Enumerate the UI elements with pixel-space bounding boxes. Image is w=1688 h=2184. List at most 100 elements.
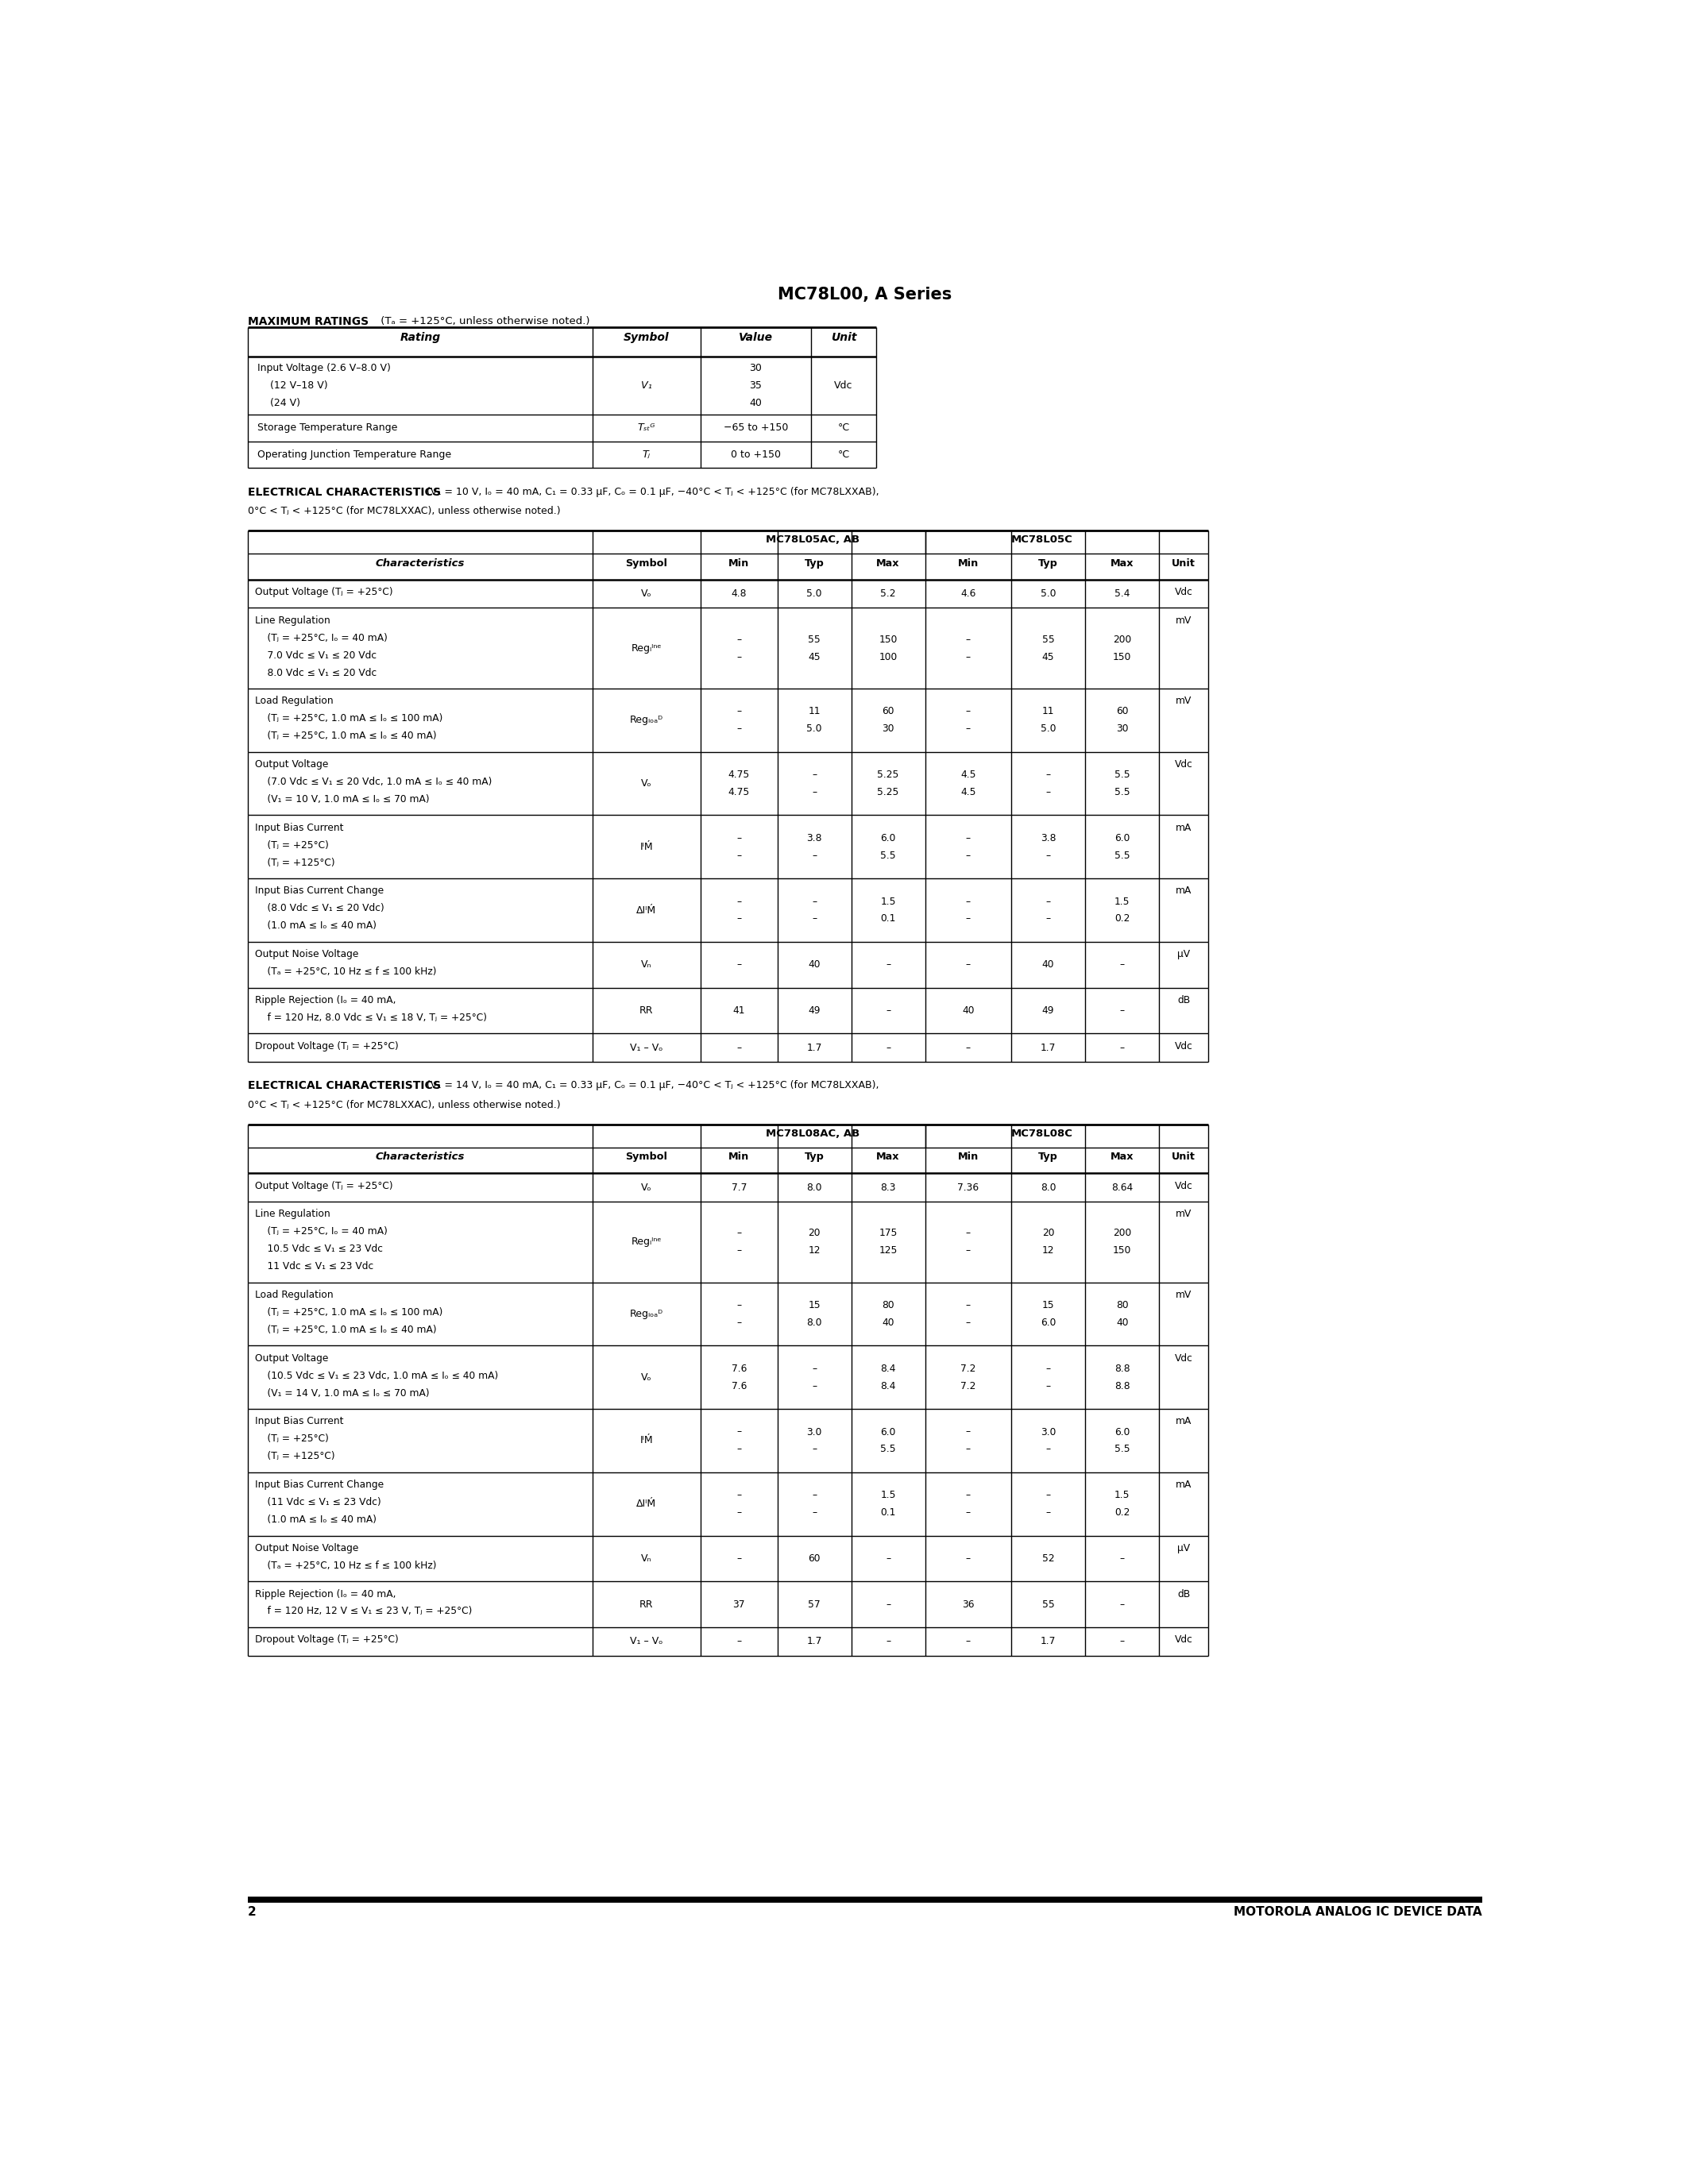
Text: Load Regulation: Load Regulation bbox=[255, 1291, 334, 1299]
Text: –: – bbox=[736, 850, 741, 860]
Text: °C: °C bbox=[837, 450, 849, 461]
Text: 7.6: 7.6 bbox=[731, 1380, 746, 1391]
Text: 40: 40 bbox=[1116, 1317, 1128, 1328]
Text: Characteristics: Characteristics bbox=[376, 559, 464, 568]
Text: Load Regulation: Load Regulation bbox=[255, 697, 334, 705]
Text: 1.7: 1.7 bbox=[1040, 1636, 1057, 1647]
Text: 55: 55 bbox=[1041, 633, 1055, 644]
Text: –: – bbox=[886, 1042, 891, 1053]
Text: 2: 2 bbox=[248, 1907, 257, 1918]
Text: Symbol: Symbol bbox=[626, 1151, 668, 1162]
Text: Min: Min bbox=[957, 1151, 979, 1162]
Text: ΔIᴵḾ: ΔIᴵḾ bbox=[636, 1498, 657, 1509]
Text: 5.5: 5.5 bbox=[1114, 850, 1129, 860]
Text: Vₙ: Vₙ bbox=[641, 959, 652, 970]
Text: 0.2: 0.2 bbox=[1114, 1507, 1129, 1518]
Text: –: – bbox=[736, 1636, 741, 1647]
Text: (Tⱼ = +125°C): (Tⱼ = +125°C) bbox=[255, 858, 336, 867]
Text: Output Noise Voltage: Output Noise Voltage bbox=[255, 1542, 360, 1553]
Text: 200: 200 bbox=[1112, 1227, 1131, 1238]
Text: –: – bbox=[966, 1426, 971, 1437]
Text: Ripple Rejection (Iₒ = 40 mA,: Ripple Rejection (Iₒ = 40 mA, bbox=[255, 1588, 397, 1599]
Text: 60: 60 bbox=[809, 1553, 820, 1564]
Text: –: – bbox=[966, 1317, 971, 1328]
Text: Max: Max bbox=[876, 559, 900, 568]
Text: Output Voltage: Output Voltage bbox=[255, 1354, 329, 1363]
Text: (Tⱼ = +25°C): (Tⱼ = +25°C) bbox=[255, 1433, 329, 1444]
Text: Line Regulation: Line Regulation bbox=[255, 1210, 331, 1219]
Text: 60: 60 bbox=[883, 705, 895, 716]
Text: –: – bbox=[812, 895, 817, 906]
Text: 11 Vdc ≤ V₁ ≤ 23 Vdc: 11 Vdc ≤ V₁ ≤ 23 Vdc bbox=[255, 1262, 373, 1271]
Text: –: – bbox=[886, 1005, 891, 1016]
Text: –: – bbox=[736, 895, 741, 906]
Text: 4.8: 4.8 bbox=[731, 587, 746, 598]
Text: –: – bbox=[966, 1636, 971, 1647]
Text: 3.0: 3.0 bbox=[807, 1426, 822, 1437]
Text: 6.0: 6.0 bbox=[881, 832, 896, 843]
Text: Typ: Typ bbox=[805, 1151, 824, 1162]
Text: Storage Temperature Range: Storage Temperature Range bbox=[257, 424, 397, 432]
Text: 6.0: 6.0 bbox=[1114, 832, 1129, 843]
Text: 10.5 Vdc ≤ V₁ ≤ 23 Vdc: 10.5 Vdc ≤ V₁ ≤ 23 Vdc bbox=[255, 1245, 383, 1254]
Text: MAXIMUM RATINGS: MAXIMUM RATINGS bbox=[248, 317, 368, 328]
Text: 55: 55 bbox=[1041, 1599, 1055, 1610]
Text: –: – bbox=[1047, 769, 1050, 780]
Text: 8.0: 8.0 bbox=[807, 1317, 822, 1328]
Text: 5.0: 5.0 bbox=[807, 723, 822, 734]
Text: (Tⱼ = +25°C, 1.0 mA ≤ Iₒ ≤ 100 mA): (Tⱼ = +25°C, 1.0 mA ≤ Iₒ ≤ 100 mA) bbox=[255, 714, 442, 723]
Text: 4.75: 4.75 bbox=[728, 769, 749, 780]
Text: Output Noise Voltage: Output Noise Voltage bbox=[255, 950, 360, 959]
Text: Value: Value bbox=[739, 332, 773, 343]
Text: 80: 80 bbox=[881, 1299, 895, 1310]
Text: 3.0: 3.0 bbox=[1040, 1426, 1057, 1437]
Text: (Tₐ = +25°C, 10 Hz ≤ f ≤ 100 kHz): (Tₐ = +25°C, 10 Hz ≤ f ≤ 100 kHz) bbox=[255, 1559, 437, 1570]
Text: MC78L05C: MC78L05C bbox=[1011, 535, 1074, 546]
Text: MC78L00, A Series: MC78L00, A Series bbox=[778, 286, 952, 301]
Text: 0°C < Tⱼ < +125°C (for MC78LXXAC), unless otherwise noted.): 0°C < Tⱼ < +125°C (for MC78LXXAC), unles… bbox=[248, 507, 560, 515]
Text: (V₁ = 14 V, Iₒ = 40 mA, C₁ = 0.33 μF, Cₒ = 0.1 μF, −40°C < Tⱼ < +125°C (for MC78: (V₁ = 14 V, Iₒ = 40 mA, C₁ = 0.33 μF, Cₒ… bbox=[424, 1081, 879, 1090]
Text: 5.2: 5.2 bbox=[881, 587, 896, 598]
Text: 200: 200 bbox=[1112, 633, 1131, 644]
Text: 0.1: 0.1 bbox=[881, 913, 896, 924]
Text: Typ: Typ bbox=[1038, 1151, 1058, 1162]
Text: 11: 11 bbox=[809, 705, 820, 716]
Text: Input Voltage (2.6 V–8.0 V): Input Voltage (2.6 V–8.0 V) bbox=[257, 363, 390, 373]
Text: –: – bbox=[1119, 959, 1124, 970]
Text: MC78L08AC, AB: MC78L08AC, AB bbox=[766, 1129, 859, 1138]
Text: mA: mA bbox=[1175, 823, 1192, 832]
Text: Vₒ: Vₒ bbox=[641, 778, 652, 788]
Text: 52: 52 bbox=[1041, 1553, 1055, 1564]
Text: Output Voltage (Tⱼ = +25°C): Output Voltage (Tⱼ = +25°C) bbox=[255, 1182, 393, 1190]
Text: 45: 45 bbox=[809, 651, 820, 662]
Text: Vₒ: Vₒ bbox=[641, 1182, 652, 1192]
Text: 5.25: 5.25 bbox=[878, 769, 900, 780]
Text: 40: 40 bbox=[749, 397, 763, 408]
Text: V₁ – Vₒ: V₁ – Vₒ bbox=[630, 1042, 663, 1053]
Text: –: – bbox=[1119, 1042, 1124, 1053]
Text: 4.5: 4.5 bbox=[960, 769, 976, 780]
Text: μV: μV bbox=[1177, 1542, 1190, 1553]
Text: Symbol: Symbol bbox=[623, 332, 670, 343]
Text: 49: 49 bbox=[809, 1005, 820, 1016]
Text: –: – bbox=[966, 1507, 971, 1518]
Text: Min: Min bbox=[957, 559, 979, 568]
Text: Characteristics: Characteristics bbox=[376, 1151, 464, 1162]
Text: 15: 15 bbox=[1041, 1299, 1055, 1310]
Text: 7.0 Vdc ≤ V₁ ≤ 20 Vdc: 7.0 Vdc ≤ V₁ ≤ 20 Vdc bbox=[255, 651, 376, 660]
Text: –: – bbox=[886, 1553, 891, 1564]
Text: (V₁ = 10 V, Iₒ = 40 mA, C₁ = 0.33 μF, Cₒ = 0.1 μF, −40°C < Tⱼ < +125°C (for MC78: (V₁ = 10 V, Iₒ = 40 mA, C₁ = 0.33 μF, Cₒ… bbox=[424, 487, 879, 496]
Text: Vdc: Vdc bbox=[834, 380, 852, 391]
Text: 20: 20 bbox=[1041, 1227, 1055, 1238]
Text: 4.5: 4.5 bbox=[960, 786, 976, 797]
Text: 60: 60 bbox=[1116, 705, 1128, 716]
Text: Output Voltage: Output Voltage bbox=[255, 760, 329, 769]
Text: ELECTRICAL CHARACTERISTICS: ELECTRICAL CHARACTERISTICS bbox=[248, 487, 441, 498]
Text: 41: 41 bbox=[733, 1005, 744, 1016]
Text: –: – bbox=[812, 1363, 817, 1374]
Text: Regₗₒₐᴰ: Regₗₒₐᴰ bbox=[630, 714, 663, 725]
Text: 3.8: 3.8 bbox=[1040, 832, 1057, 843]
Text: 40: 40 bbox=[1041, 959, 1055, 970]
Text: mA: mA bbox=[1175, 887, 1192, 895]
Text: –: – bbox=[736, 1507, 741, 1518]
